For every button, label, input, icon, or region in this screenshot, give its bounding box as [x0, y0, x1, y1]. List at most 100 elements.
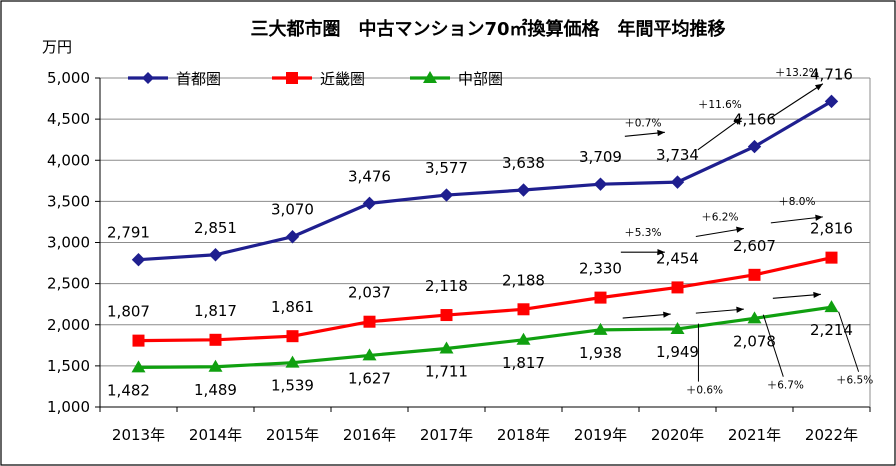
- y-tick-label-1: 1,500: [47, 357, 90, 375]
- annotation-label-4: ＋6.2%: [701, 212, 738, 224]
- data-label-s2-7: 1,949: [656, 343, 699, 361]
- y-tick-label-3: 2,500: [47, 275, 90, 293]
- annotation-arrowhead-4: [736, 226, 744, 233]
- series-markers: [131, 94, 839, 373]
- marker-s1-0: [132, 334, 145, 347]
- x-tick-label-9: 2022年: [805, 426, 858, 444]
- legend-marker-0: [142, 72, 154, 84]
- data-label-s0-7: 3,734: [656, 146, 699, 164]
- x-tick-label-7: 2020年: [651, 426, 704, 444]
- marker-s2-3: [362, 348, 377, 361]
- marker-s1-5: [517, 303, 530, 316]
- marker-s0-7: [670, 175, 685, 189]
- chubu-arrow-2: [772, 293, 821, 299]
- annotation-leader-8: [838, 311, 860, 372]
- annotation-label-0: ＋0.7%: [624, 117, 661, 129]
- data-label-s2-9: 2,214: [810, 321, 853, 339]
- annotation-label-1: ＋11.6%: [698, 99, 742, 111]
- chubu-arrowhead-1: [736, 306, 744, 313]
- marker-s0-8: [747, 139, 762, 154]
- annotation-arrow-4: [695, 227, 744, 238]
- y-tick-label-6: 4,000: [47, 151, 90, 169]
- annotation-label-8: ＋6.5%: [836, 375, 873, 387]
- marker-s0-1: [208, 248, 223, 262]
- data-label-s1-2: 1,861: [271, 298, 314, 316]
- marker-s1-4: [440, 309, 453, 322]
- annotation-label-3: ＋5.3%: [624, 227, 661, 239]
- marker-s2-8: [747, 311, 762, 324]
- y-tick-label-8: 5,000: [47, 69, 90, 87]
- annotation-label-2: ＋13.2%: [775, 67, 819, 79]
- chubu-arrowhead-2: [813, 291, 821, 299]
- data-label-s2-8: 2,078: [733, 332, 776, 350]
- data-label-s2-6: 1,938: [579, 344, 622, 362]
- annotation-arrow-1: [697, 117, 743, 151]
- series-line-2: [138, 305, 832, 369]
- data-label-s1-5: 2,188: [502, 271, 545, 289]
- data-label-s0-9: 4,716: [810, 65, 853, 83]
- marker-s0-2: [285, 230, 300, 244]
- data-label-s1-6: 2,330: [579, 260, 622, 278]
- series-lines: [138, 99, 833, 369]
- data-labels: 2,791 2,851 3,070 3,476 3,577 3,638 3,709 3,734…: [107, 65, 853, 399]
- annotation-arrow-2: [770, 83, 824, 119]
- x-tick-label-3: 2016年: [343, 426, 396, 444]
- marker-s1-1: [209, 333, 222, 346]
- data-label-s1-9: 2,816: [810, 220, 853, 238]
- chubu-arrow-0: [622, 313, 671, 319]
- data-label-s1-3: 2,037: [348, 284, 391, 302]
- data-label-s0-2: 3,070: [271, 201, 314, 219]
- data-label-s0-3: 3,476: [348, 167, 391, 185]
- y-tick-label-4: 3,000: [47, 234, 90, 252]
- data-label-s1-7: 2,454: [656, 249, 699, 267]
- data-label-s0-4: 3,577: [425, 159, 468, 177]
- data-label-s2-2: 1,539: [271, 377, 314, 395]
- data-label-s1-1: 1,817: [194, 302, 237, 320]
- annotation-arrowhead-0: [657, 129, 665, 137]
- data-label-s2-5: 1,817: [502, 354, 545, 372]
- data-label-s0-5: 3,638: [502, 154, 545, 172]
- annotation-label-6: ＋0.6%: [686, 385, 723, 397]
- data-label-s0-8: 4,166: [733, 111, 776, 129]
- growth-annotations: ＋0.7% ＋11.6% ＋13.2% ＋5.3% ＋6.2% ＋8.0% ＋0.6% ＋6.…: [620, 67, 873, 397]
- marker-s2-7: [670, 321, 685, 334]
- x-tick-label-8: 2021年: [728, 426, 781, 444]
- marker-s2-6: [593, 322, 608, 335]
- legend-label-0: 首都圏: [176, 70, 221, 88]
- marker-s2-4: [439, 341, 454, 354]
- data-label-s1-4: 2,118: [425, 277, 468, 295]
- annotation-arrowhead-1: [734, 117, 742, 125]
- marker-s1-2: [286, 330, 299, 343]
- annotation-arrowhead-2: [814, 83, 823, 91]
- marker-s2-2: [285, 355, 300, 368]
- marker-s1-9: [825, 251, 838, 264]
- x-tick-labels: 2013年 2014年 2015年 2016年 2017年 2018年 2019年 2020年…: [112, 426, 858, 444]
- data-label-s2-3: 1,627: [348, 369, 391, 387]
- y-tick-label-2: 2,000: [47, 316, 90, 334]
- legend-label-2: 中部圏: [458, 70, 503, 88]
- chubu-arrow-1: [695, 308, 744, 314]
- x-tick-label-4: 2017年: [420, 426, 473, 444]
- series-line-0: [138, 99, 833, 262]
- legend-marker-1: [286, 72, 298, 84]
- series-line-1: [138, 256, 832, 343]
- data-label-s1-8: 2,607: [733, 237, 776, 255]
- marker-s2-1: [208, 359, 223, 372]
- data-label-s0-1: 2,851: [194, 219, 237, 237]
- data-label-s1-0: 1,807: [107, 303, 150, 321]
- marker-s1-6: [594, 291, 607, 304]
- marker-s1-3: [363, 315, 376, 328]
- x-tick-label-6: 2019年: [574, 426, 627, 444]
- x-tick-label-2: 2015年: [266, 426, 319, 444]
- y-axis-unit-label: 万円: [42, 38, 72, 56]
- data-label-s0-6: 3,709: [579, 148, 622, 166]
- marker-s2-5: [516, 332, 531, 345]
- legend-marker-2: [423, 71, 437, 83]
- y-tick-labels: 1,000 1,500 2,000 2,500 3,000 3,500 4,000 4,500…: [47, 69, 90, 416]
- data-label-s0-0: 2,791: [107, 224, 150, 242]
- marker-s0-6: [593, 177, 608, 191]
- y-tick-label-7: 4,500: [47, 110, 90, 128]
- data-label-s2-4: 1,711: [425, 363, 468, 381]
